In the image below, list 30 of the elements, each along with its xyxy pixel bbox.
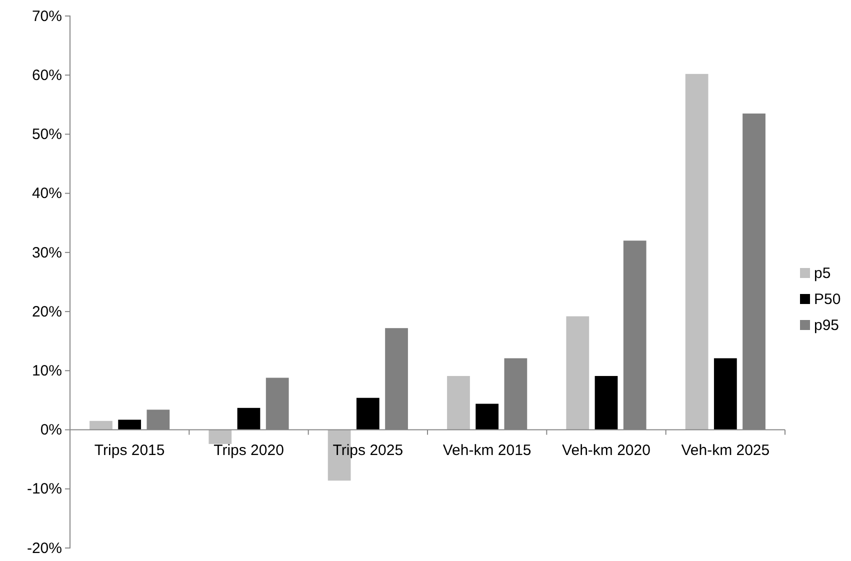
y-tick-label: 70% (32, 8, 62, 25)
legend-label: p95 (814, 317, 840, 334)
bar (476, 404, 499, 430)
y-tick-label: -20% (26, 540, 62, 557)
bar (714, 358, 737, 430)
legend-label: p5 (814, 265, 831, 282)
x-tick-label: Veh-km 2025 (681, 442, 770, 459)
y-tick-label: 60% (32, 66, 62, 84)
bar (566, 316, 590, 430)
bar (594, 376, 618, 430)
bar (447, 376, 470, 430)
bar (237, 408, 260, 430)
y-tick-label: 0% (40, 422, 62, 439)
x-tick-label: Trips 2025 (332, 442, 404, 459)
x-tick-label: Veh-km 2020 (562, 442, 650, 459)
x-tick-label: Trips 2020 (214, 442, 284, 459)
bar (685, 74, 708, 430)
bar (356, 398, 380, 430)
bar (208, 430, 232, 444)
y-tick-label: 40% (32, 185, 62, 202)
bar (90, 420, 112, 430)
x-tick-label: Veh-km 2015 (442, 442, 532, 459)
x-tick-label: Trips 2015 (94, 442, 165, 459)
legend-label: P50 (814, 291, 841, 308)
y-tick-label: 20% (32, 303, 62, 320)
y-tick-label: 50% (32, 126, 62, 144)
y-tick-label: 30% (32, 244, 62, 262)
y-tick-label: 10% (32, 362, 62, 380)
y-tick-label: -10% (26, 480, 62, 498)
bar (118, 420, 142, 430)
